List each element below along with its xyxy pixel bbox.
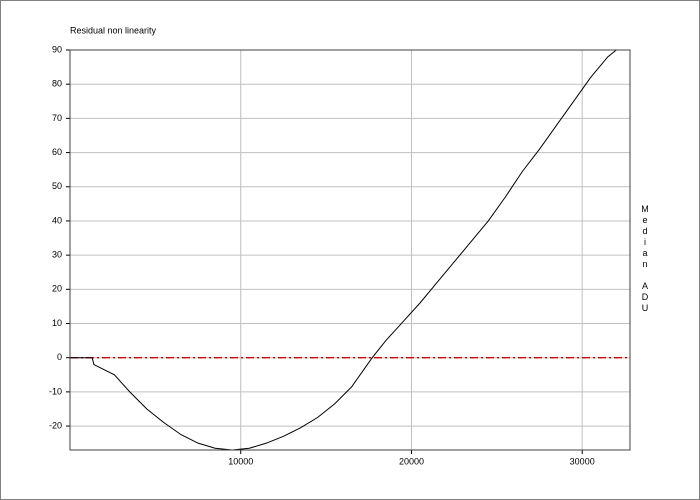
y-tick-label: -20 bbox=[49, 420, 62, 430]
x-tick-label: 30000 bbox=[570, 456, 595, 466]
y-tick-label: 80 bbox=[52, 79, 62, 89]
y-tick-label: 30 bbox=[52, 250, 62, 260]
data-line bbox=[70, 49, 630, 451]
plot-frame bbox=[69, 49, 631, 451]
y-tick-label: -10 bbox=[49, 386, 62, 396]
y-tick-label: 20 bbox=[52, 284, 62, 294]
x-tick-label: 10000 bbox=[228, 456, 253, 466]
y-tick-label: 70 bbox=[52, 113, 62, 123]
y-tick-label: 50 bbox=[52, 181, 62, 191]
chart-title: Residual non linearity bbox=[70, 25, 157, 35]
y-tick-label: 90 bbox=[52, 44, 62, 54]
y-tick-label: 60 bbox=[52, 147, 62, 157]
y-tick-label: 40 bbox=[52, 215, 62, 225]
y-tick-label: 0 bbox=[57, 352, 62, 362]
x-tick-label: 20000 bbox=[399, 456, 424, 466]
y-tick-label: 10 bbox=[52, 318, 62, 328]
